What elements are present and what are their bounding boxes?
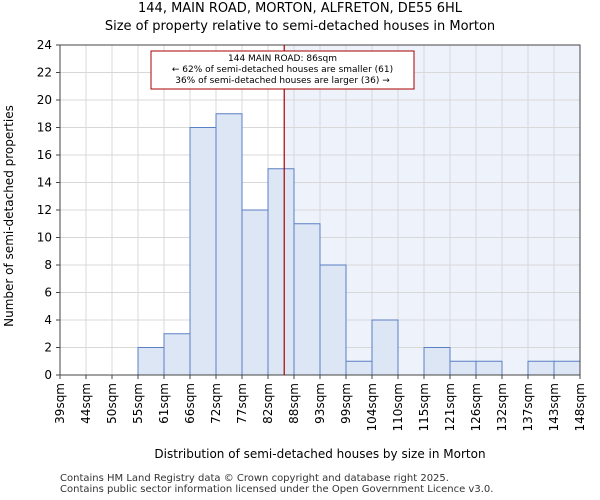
histogram-bar xyxy=(449,360,477,376)
y-tick-label: 2 xyxy=(44,341,52,355)
x-tick-label: 39sqm xyxy=(53,383,67,424)
x-tick-label: 66sqm xyxy=(183,383,197,424)
y-tick-label: 18 xyxy=(37,121,52,135)
x-tick-label: 99sqm xyxy=(339,383,353,424)
y-tick-label: 4 xyxy=(44,313,52,327)
histogram-bar xyxy=(371,319,399,376)
annotation-box xyxy=(150,50,415,90)
x-axis-label: Distribution of semi-detached houses by … xyxy=(154,447,485,461)
x-tick-label: 132sqm xyxy=(495,383,509,431)
y-tick-label: 6 xyxy=(44,286,52,300)
histogram-bar xyxy=(267,168,295,376)
x-tick-label: 104sqm xyxy=(365,383,379,431)
footer-licence: Contains public sector information licen… xyxy=(60,484,494,495)
histogram-bar xyxy=(241,209,269,376)
histogram-bar xyxy=(553,360,581,376)
histogram-bar xyxy=(189,127,217,376)
annotation-line: 144 MAIN ROAD: 86sqm xyxy=(228,54,337,64)
y-axis-label: Number of semi-detached properties xyxy=(2,105,16,327)
x-tick-label: 137sqm xyxy=(521,383,535,431)
footer-copyright: Contains HM Land Registry data © Crown c… xyxy=(60,473,449,484)
histogram-bar xyxy=(345,360,373,376)
x-tick-label: 115sqm xyxy=(417,383,431,431)
y-tick-label: 12 xyxy=(37,203,52,217)
y-tick-label: 16 xyxy=(37,148,52,162)
x-tick-label: 93sqm xyxy=(313,383,327,424)
histogram-bar xyxy=(137,347,165,376)
x-tick-label: 50sqm xyxy=(105,383,119,424)
y-tick-label: 10 xyxy=(37,231,52,245)
x-tick-label: 82sqm xyxy=(261,383,275,424)
y-tick-label: 22 xyxy=(37,66,52,80)
x-tick-label: 61sqm xyxy=(157,383,171,424)
histogram-bar xyxy=(319,264,347,376)
x-tick-label: 88sqm xyxy=(287,383,301,424)
x-tick-label: 126sqm xyxy=(469,383,483,431)
x-tick-label: 143sqm xyxy=(547,383,561,431)
x-tick-label: 44sqm xyxy=(79,383,93,424)
histogram-bar xyxy=(475,360,503,376)
x-tick-label: 148sqm xyxy=(573,383,587,431)
histogram-bar xyxy=(527,360,555,376)
x-tick-label: 77sqm xyxy=(235,383,249,424)
histogram-bar xyxy=(163,333,191,376)
y-tick-label: 8 xyxy=(44,258,52,272)
histogram-bar xyxy=(423,347,451,376)
annotation-line: ← 62% of semi-detached houses are smalle… xyxy=(172,65,393,75)
x-tick-label: 55sqm xyxy=(131,383,145,424)
y-tick-label: 20 xyxy=(37,93,52,107)
histogram-bar xyxy=(293,223,321,376)
annotation-line: 36% of semi-detached houses are larger (… xyxy=(175,76,390,86)
x-tick-label: 110sqm xyxy=(391,383,405,431)
x-tick-label: 121sqm xyxy=(443,383,457,431)
y-tick-label: 14 xyxy=(37,176,52,190)
chart-title: 144, MAIN ROAD, MORTON, ALFRETON, DE55 6… xyxy=(138,1,462,16)
y-tick-label: 24 xyxy=(37,38,52,52)
x-tick-label: 72sqm xyxy=(209,383,223,424)
y-tick-label: 0 xyxy=(44,368,52,382)
histogram-bar xyxy=(215,113,243,376)
chart-subtitle: Size of property relative to semi-detach… xyxy=(104,19,496,34)
